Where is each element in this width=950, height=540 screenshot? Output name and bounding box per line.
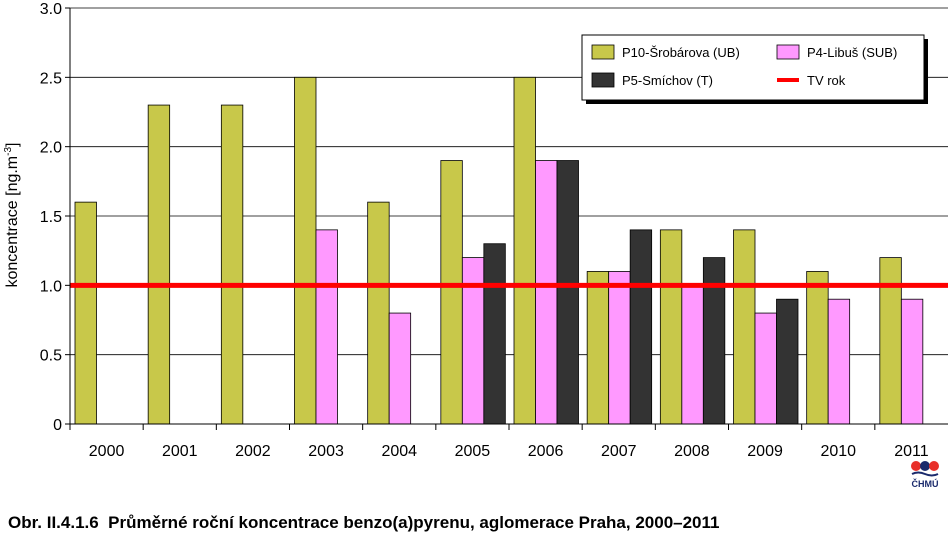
axes <box>65 7 948 430</box>
logo-text: ČHMÚ <box>911 479 939 489</box>
bar-2007-series-3 <box>629 229 653 425</box>
chart: 0 0.5 1.0 1.5 2.0 2.5 3.0 2000 2001 2002 2003 2004… <box>3 1 948 460</box>
legend-swatch <box>776 44 800 60</box>
legend-label: P5-Smíchov (T) <box>622 73 713 88</box>
y-tick-label: 0.5 <box>40 348 62 365</box>
chmu-logo-icon <box>911 461 939 477</box>
y-tick-label: 0 <box>53 417 62 434</box>
y-axis-label: koncentrace [ng.m-3] <box>3 143 21 288</box>
bar-2006-series-2 <box>535 160 558 425</box>
bar-2007-series-1 <box>586 271 610 425</box>
bar-2008-series-1 <box>659 229 683 425</box>
bar-2005-series-2 <box>461 257 485 425</box>
y-axis-label-end: ] <box>4 143 21 147</box>
y-tick-labels: 0 0.5 1.0 1.5 2.0 2.5 3.0 <box>40 1 62 434</box>
x-tick-label: 2009 <box>747 443 783 460</box>
bar-2000-series-1 <box>74 201 97 425</box>
bars <box>74 76 924 425</box>
y-tick-label: 2.0 <box>40 140 62 157</box>
bar-2003-series-1 <box>294 76 317 425</box>
x-tick-label: 2002 <box>235 443 271 460</box>
bar-2007-series-2 <box>608 271 631 425</box>
x-tick-label: 2010 <box>820 443 856 460</box>
bar-2004-series-2 <box>388 312 412 425</box>
bar-2006-series-3 <box>556 160 579 425</box>
legend-label: P10-Šrobárova (UB) <box>622 45 740 60</box>
y-axis-label-sup: -3 <box>3 147 14 156</box>
x-tick-label: 2006 <box>528 443 564 460</box>
y-tick-label: 3.0 <box>40 1 62 18</box>
legend-swatch <box>591 72 615 88</box>
bar-2009-series-2 <box>754 312 777 425</box>
bar-2001-series-1 <box>147 104 171 425</box>
x-tick-label: 2005 <box>455 443 491 460</box>
x-tick-label: 2001 <box>162 443 198 460</box>
legend-box <box>581 34 925 101</box>
bar-2008-series-3 <box>702 257 726 425</box>
bar-2010-series-1 <box>806 271 829 425</box>
figure-caption: Obr. II.4.1.6 Průměrné roční koncentrace… <box>8 513 720 532</box>
logo-dot-middle <box>920 461 930 471</box>
legend-label: P4-Libuš (SUB) <box>807 45 897 60</box>
y-tick-label: 2.5 <box>40 70 62 87</box>
x-tick-label: 2000 <box>89 443 125 460</box>
logo-dot-left <box>911 461 921 471</box>
bar-2011-series-2 <box>900 298 924 425</box>
x-tick-label: 2007 <box>601 443 637 460</box>
x-tick-labels: 2000 2001 2002 2003 2004 2005 2006 2007 2008 2009… <box>89 443 929 460</box>
bar-2010-series-2 <box>827 298 851 425</box>
x-tick-label: 2011 <box>894 443 929 460</box>
chmu-logo: ČHMÚ <box>905 458 945 492</box>
bar-2002-series-1 <box>220 104 244 425</box>
bar-2009-series-1 <box>733 229 756 425</box>
legend-label: TV rok <box>807 73 846 88</box>
y-tick-label: 1.0 <box>40 278 62 295</box>
bar-2003-series-2 <box>315 229 338 425</box>
bar-2004-series-1 <box>367 201 390 425</box>
y-axis-label-main: koncentrace [ng.m <box>4 156 21 288</box>
legend: P10-Šrobárova (UB) P4-Libuš (SUB) P5-Smích… <box>581 34 928 104</box>
x-tick-label: 2004 <box>381 443 417 460</box>
logo-dot-right <box>929 461 939 471</box>
bar-2005-series-1 <box>440 160 463 425</box>
bar-2005-series-3 <box>483 243 506 425</box>
x-tick-label: 2008 <box>674 443 710 460</box>
legend-swatch <box>591 44 615 60</box>
bar-2011-series-1 <box>879 257 902 425</box>
x-tick-label: 2003 <box>308 443 344 460</box>
y-tick-label: 1.5 <box>40 209 62 226</box>
bar-2009-series-3 <box>776 298 799 425</box>
bar-2006-series-1 <box>513 76 536 425</box>
bar-2008-series-2 <box>681 284 704 425</box>
